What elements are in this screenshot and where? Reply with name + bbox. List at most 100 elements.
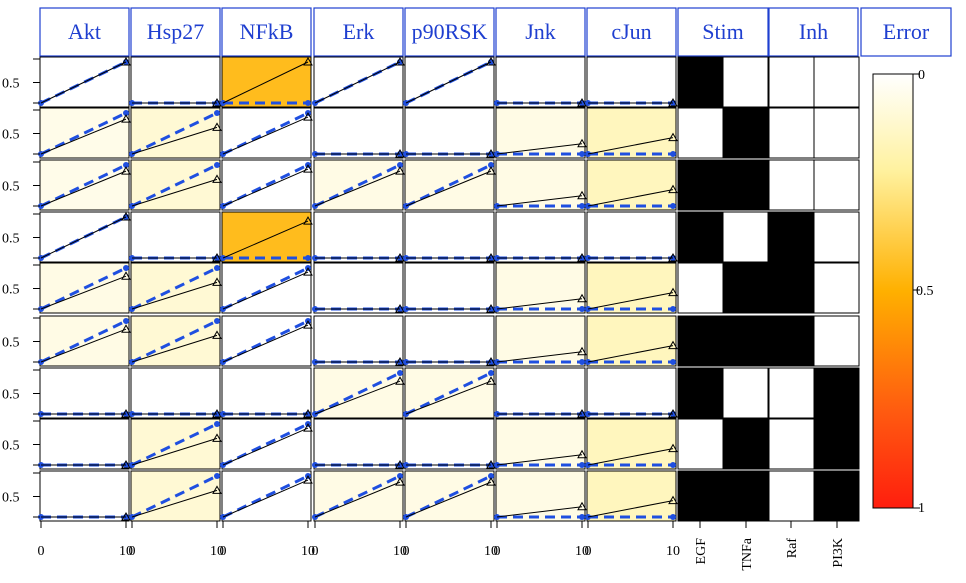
data-point	[486, 459, 496, 469]
y-tick-label: 0.5	[2, 232, 20, 247]
cue-matrix	[677, 56, 860, 522]
panel-background	[221, 262, 312, 314]
simulation-point	[488, 473, 494, 479]
data-point	[668, 97, 678, 107]
data-point	[395, 477, 405, 486]
stim-cell	[722, 159, 769, 211]
data-line	[587, 137, 674, 155]
inh-cell	[813, 418, 860, 470]
inh-cell	[768, 367, 815, 419]
y-tick-label: 0.5	[2, 388, 20, 403]
inh-label: PI3K	[831, 538, 846, 568]
simulation-point	[579, 306, 585, 312]
data-line	[314, 61, 401, 104]
stim-cell	[722, 470, 769, 522]
data-line	[405, 481, 492, 518]
panel-background	[39, 418, 130, 470]
data-line	[40, 170, 127, 207]
panel-background	[313, 315, 404, 367]
x-tick-label: 0	[494, 544, 501, 559]
stim-cell	[677, 159, 724, 211]
inh-header-label: Inh	[799, 19, 828, 44]
data-point	[212, 330, 222, 339]
panel-grid	[38, 56, 678, 522]
x-tick-label: 10	[393, 544, 407, 559]
data-point	[577, 97, 587, 107]
data-point	[395, 148, 405, 158]
data-point	[486, 303, 496, 313]
data-point	[668, 495, 678, 505]
data-point	[395, 459, 405, 469]
data-point	[303, 164, 313, 173]
stim-cell	[722, 56, 769, 108]
inh-cell	[813, 262, 860, 314]
data-line	[131, 489, 218, 518]
colorbar-tick-label: 0	[918, 68, 925, 83]
inh-label: Raf	[785, 538, 800, 559]
inh-cell	[768, 159, 815, 211]
inh-cell	[768, 418, 815, 470]
data-point	[486, 356, 496, 366]
column-header-box	[221, 7, 312, 57]
data-line	[405, 380, 492, 415]
data-line	[405, 61, 492, 104]
stim-cell	[677, 315, 724, 367]
data-point	[668, 287, 678, 297]
data-point	[668, 252, 678, 262]
inh-cell	[813, 470, 860, 522]
data-point	[212, 408, 222, 418]
data-line	[496, 506, 583, 518]
simulation-point	[123, 110, 129, 116]
data-line	[496, 454, 583, 466]
simulation-point	[214, 421, 220, 427]
column-header-box	[313, 7, 404, 57]
simulation-point	[123, 318, 129, 324]
column-header-label: Jnk	[525, 19, 556, 44]
data-point	[303, 56, 313, 66]
simulation-point	[397, 162, 403, 168]
panel-background	[313, 262, 404, 314]
panel-background	[404, 107, 495, 159]
data-line	[222, 271, 309, 310]
stim-header-label: Stim	[702, 19, 744, 44]
data-point	[577, 449, 587, 459]
panel-background	[313, 107, 404, 159]
panel-background	[586, 262, 677, 314]
panel-background	[586, 159, 677, 211]
y-tick-label: 0.5	[2, 180, 20, 195]
data-line	[222, 61, 309, 104]
data-line	[314, 380, 401, 415]
simulation-point	[579, 359, 585, 365]
data-point	[668, 443, 678, 453]
data-point	[668, 132, 678, 142]
panel-background	[221, 159, 312, 211]
data-point	[121, 114, 131, 123]
panel-background	[130, 211, 221, 263]
simulation-point	[670, 151, 676, 157]
data-line	[131, 437, 218, 466]
data-point	[212, 277, 222, 286]
panel-background	[586, 470, 677, 522]
stim-cell	[677, 367, 724, 419]
panel-background	[495, 418, 586, 470]
data-point	[668, 184, 678, 194]
panel-background	[404, 262, 495, 314]
panel-background	[586, 418, 677, 470]
data-line	[587, 448, 674, 466]
data-point	[577, 252, 587, 262]
y-tick-label: 0.5	[2, 128, 20, 143]
stim-label: TNFa	[740, 537, 755, 570]
x-tick-label: 0	[585, 544, 592, 559]
panel-background	[495, 211, 586, 263]
data-point	[121, 211, 131, 221]
column-headers: Akt Hsp27 NFkB Erk p90RSK Jnk cJun Stim Inh Error	[39, 7, 952, 57]
simulation-point	[579, 462, 585, 468]
simulation-point	[214, 318, 220, 324]
panel-background	[404, 159, 495, 211]
data-point	[121, 166, 131, 175]
panel-background	[495, 107, 586, 159]
y-tick-label: 0.5	[2, 491, 20, 506]
stim-cell	[677, 418, 724, 470]
column-header-box	[404, 7, 495, 57]
